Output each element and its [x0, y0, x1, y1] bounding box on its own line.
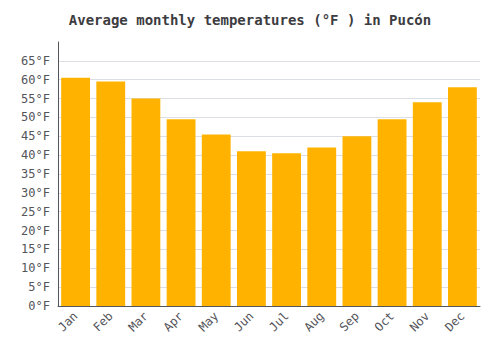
svg-text:0°F: 0°F	[28, 299, 50, 313]
svg-text:50°F: 50°F	[21, 110, 50, 124]
svg-text:65°F: 65°F	[21, 54, 50, 68]
svg-text:Jul: Jul	[266, 309, 291, 334]
svg-text:20°F: 20°F	[21, 224, 50, 238]
svg-text:25°F: 25°F	[21, 205, 50, 219]
svg-text:5°F: 5°F	[28, 280, 50, 294]
svg-text:Jan: Jan	[55, 309, 80, 334]
svg-text:Oct: Oct	[372, 309, 397, 334]
svg-text:May: May	[196, 309, 221, 334]
svg-text:Dec: Dec	[442, 309, 467, 334]
svg-text:45°F: 45°F	[21, 129, 50, 143]
svg-text:Sep: Sep	[337, 309, 362, 334]
svg-text:35°F: 35°F	[21, 167, 50, 181]
svg-text:Aug: Aug	[301, 309, 326, 334]
svg-text:40°F: 40°F	[21, 148, 50, 162]
svg-text:Apr: Apr	[161, 309, 186, 334]
svg-text:55°F: 55°F	[21, 92, 50, 106]
svg-text:Mar: Mar	[126, 309, 151, 334]
svg-text:60°F: 60°F	[21, 73, 50, 87]
svg-text:10°F: 10°F	[21, 261, 50, 275]
svg-text:15°F: 15°F	[21, 242, 50, 256]
svg-text:Nov: Nov	[407, 309, 432, 334]
svg-text:30°F: 30°F	[21, 186, 50, 200]
svg-text:Jun: Jun	[231, 309, 256, 334]
svg-text:Feb: Feb	[90, 309, 115, 334]
svg-text:Average monthly temperatures (: Average monthly temperatures (°F ) in Pu…	[69, 12, 431, 28]
